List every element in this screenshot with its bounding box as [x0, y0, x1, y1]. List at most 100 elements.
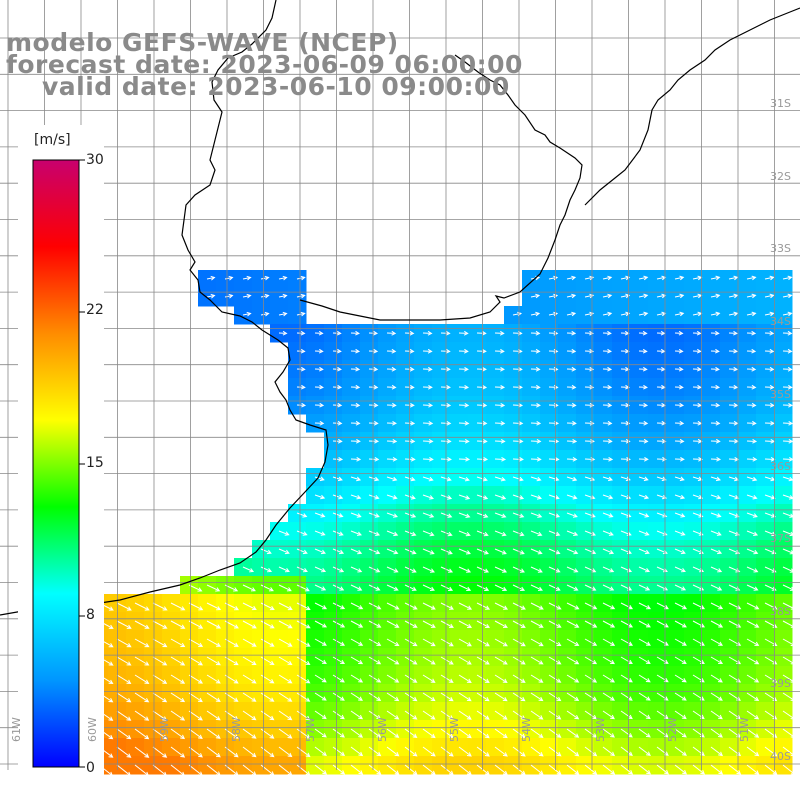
wind-arrow	[134, 728, 150, 740]
wind-arrow	[476, 656, 490, 665]
wind-arrow	[692, 494, 704, 500]
colorbar	[32, 159, 80, 768]
wind-arrow	[566, 366, 577, 372]
wind-arrow	[638, 512, 650, 518]
wind-arrow	[728, 764, 742, 775]
wind-arrow	[278, 275, 288, 281]
wind-arrow	[440, 602, 454, 610]
wind-arrow	[512, 384, 523, 390]
wind-arrow	[764, 348, 775, 354]
wind-arrow	[602, 656, 615, 665]
wind-arrow	[710, 764, 724, 775]
colorbar-tick-22: 22	[86, 302, 104, 318]
wind-arrow	[638, 476, 649, 482]
wind-arrow	[314, 548, 326, 555]
wind-arrow	[782, 494, 794, 500]
wind-arrow	[530, 710, 544, 720]
wind-arrow	[206, 602, 222, 611]
wind-arrow	[782, 566, 795, 573]
wind-arrow	[692, 512, 704, 518]
wind-arrow	[440, 728, 454, 739]
wind-arrow	[476, 402, 488, 408]
wind-arrow	[296, 512, 308, 518]
wind-arrow	[746, 512, 758, 518]
wind-arrow	[602, 330, 612, 336]
wind-arrow	[494, 456, 507, 462]
wind-arrow	[782, 620, 796, 628]
wind-arrow	[296, 330, 306, 336]
wind-arrow	[350, 476, 362, 482]
wind-arrow	[116, 602, 132, 611]
wind-arrow	[242, 764, 257, 776]
wind-arrow	[782, 710, 796, 720]
wind-arrow	[476, 476, 488, 482]
wind-arrow	[602, 728, 615, 738]
wind-arrow	[782, 366, 793, 372]
wind-arrow	[638, 656, 651, 665]
wind-arrow	[278, 293, 288, 299]
wind-arrow	[602, 494, 614, 500]
wind-arrow	[170, 638, 186, 647]
wind-arrow	[548, 692, 562, 702]
wind-arrow	[296, 311, 306, 317]
wind-arrow	[548, 764, 562, 775]
wind-arrow	[422, 548, 435, 555]
wind-arrow	[674, 728, 687, 738]
wind-arrow	[494, 476, 506, 482]
wind-arrow	[476, 438, 488, 444]
wind-arrow	[404, 764, 418, 776]
wind-arrow	[152, 656, 168, 666]
wind-arrow	[296, 620, 311, 629]
wind-arrow	[440, 656, 454, 665]
wind-arrow	[656, 746, 669, 756]
wind-arrow	[206, 674, 221, 684]
wind-arrow	[728, 275, 739, 281]
wind-arrow	[152, 728, 168, 740]
wind-arrow	[296, 348, 306, 354]
wind-arrow	[710, 602, 724, 610]
wind-arrow	[404, 494, 416, 500]
wind-arrow	[476, 384, 488, 390]
wind-arrow	[782, 348, 793, 354]
wind-arrow	[656, 494, 668, 500]
wind-arrow	[746, 620, 760, 628]
wind-arrow	[422, 692, 436, 702]
wind-arrow	[494, 420, 506, 426]
wind-arrow	[476, 746, 490, 757]
wind-arrow	[620, 692, 633, 701]
wind-arrow	[116, 710, 132, 721]
wind-arrow	[458, 438, 470, 444]
wind-arrow	[548, 746, 562, 757]
wind-arrow	[404, 530, 417, 537]
wind-arrow	[368, 656, 382, 665]
colorbar-tick-30: 30	[86, 152, 104, 168]
wind-arrow	[386, 656, 400, 665]
wind-arrow	[764, 420, 775, 426]
wind-arrow	[368, 494, 380, 500]
wind-arrow	[206, 656, 221, 666]
wind-arrow	[512, 456, 524, 462]
wind-arrow	[782, 728, 796, 739]
wind-arrow	[530, 476, 542, 482]
wind-arrow	[332, 530, 344, 536]
wind-arrow	[458, 366, 469, 372]
wind-arrow	[422, 512, 435, 518]
wind-arrow	[404, 566, 417, 573]
wind-arrow	[710, 620, 724, 628]
wind-arrow	[476, 602, 491, 610]
wind-arrow	[566, 530, 579, 536]
wind-arrow	[674, 620, 687, 628]
wind-arrow	[188, 764, 204, 777]
wind-arrow	[314, 746, 327, 757]
wind-arrow	[566, 584, 579, 591]
wind-arrow	[350, 494, 362, 500]
wind-arrow	[674, 638, 687, 646]
wind-arrow	[134, 656, 150, 666]
wind-arrow	[782, 512, 795, 518]
wind-arrow	[332, 638, 346, 646]
wind-arrow	[494, 584, 508, 591]
wind-arrow	[476, 348, 487, 354]
wind-arrow	[314, 710, 327, 720]
wind-arrow	[332, 584, 345, 591]
